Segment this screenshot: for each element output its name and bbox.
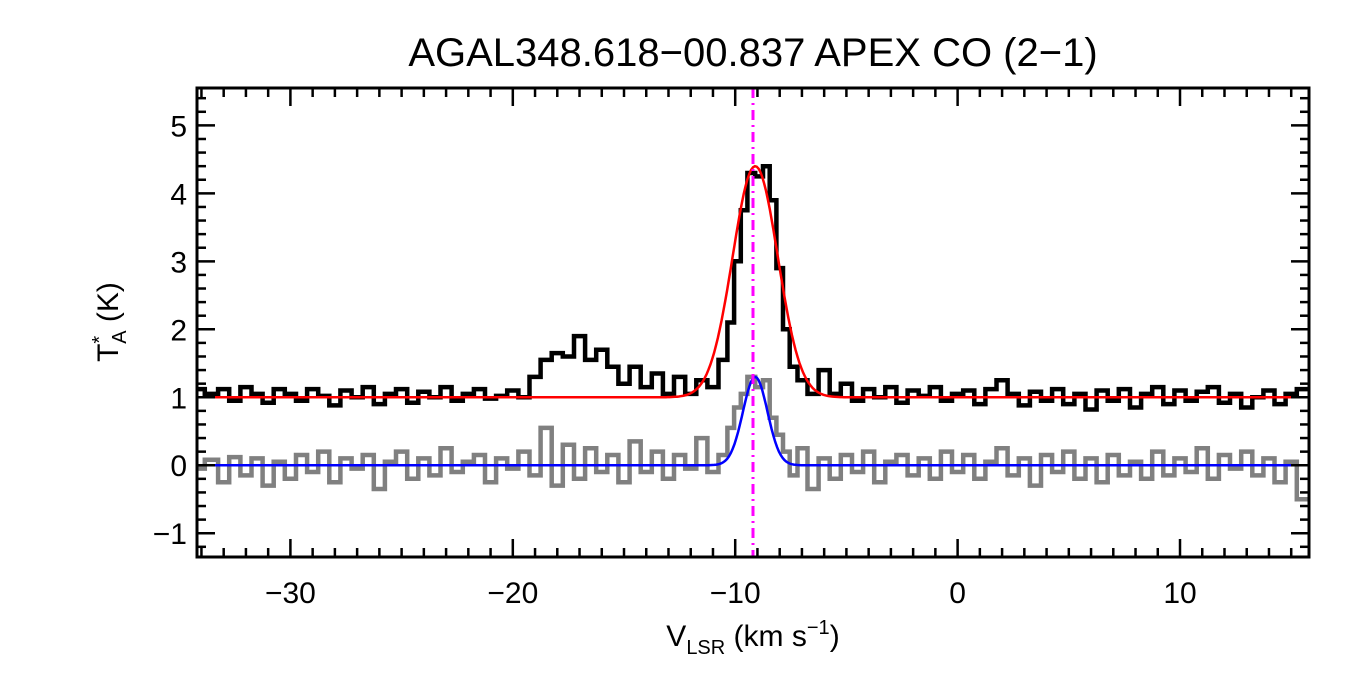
y-tick-label: −1 (153, 518, 187, 551)
y-tick-label: 4 (170, 178, 187, 211)
x-tick-label: −10 (710, 577, 761, 610)
spectrum-series-0 (197, 163, 1309, 412)
y-tick-label: 0 (170, 450, 187, 483)
y-axis-label: T*A (K) (89, 282, 131, 362)
plot-area (197, 88, 1309, 557)
y-axis-label-rest: (K) (92, 282, 125, 330)
x-axis-label-sup: −1 (807, 617, 830, 639)
x-tick-label: 0 (949, 577, 966, 610)
y-tick-label: 5 (170, 110, 187, 143)
x-tick-label: −30 (265, 577, 316, 610)
y-axis-label-sub: A (109, 330, 131, 344)
x-axis-label-rest: (km s (725, 620, 807, 653)
x-axis-label-main: V (666, 620, 686, 653)
x-tick-labels: −30 −20 −10 0 10 (265, 577, 1197, 610)
x-tick-label: 10 (1163, 577, 1196, 610)
fit-curve-2 (197, 164, 1309, 399)
y-tick-label: 1 (170, 382, 187, 415)
x-axis-label-sub: LSR (686, 637, 725, 659)
plot-frame (195, 86, 1311, 559)
y-tick-label: 3 (170, 246, 187, 279)
y-tick-labels: −1 0 1 2 3 4 5 (153, 110, 187, 551)
x-axis-label-end: ) (830, 620, 840, 653)
y-axis-label-main: T (92, 344, 125, 362)
y-tick-label: 2 (170, 314, 187, 347)
y-axis-label-sup: * (89, 336, 111, 344)
x-axis-label: VLSR (km s−1) (666, 617, 839, 659)
chart-title: AGAL348.618−00.837 APEX CO (2−1) (408, 31, 1097, 75)
spectrum-series-1 (197, 374, 1309, 502)
x-tick-label: −20 (487, 577, 538, 610)
